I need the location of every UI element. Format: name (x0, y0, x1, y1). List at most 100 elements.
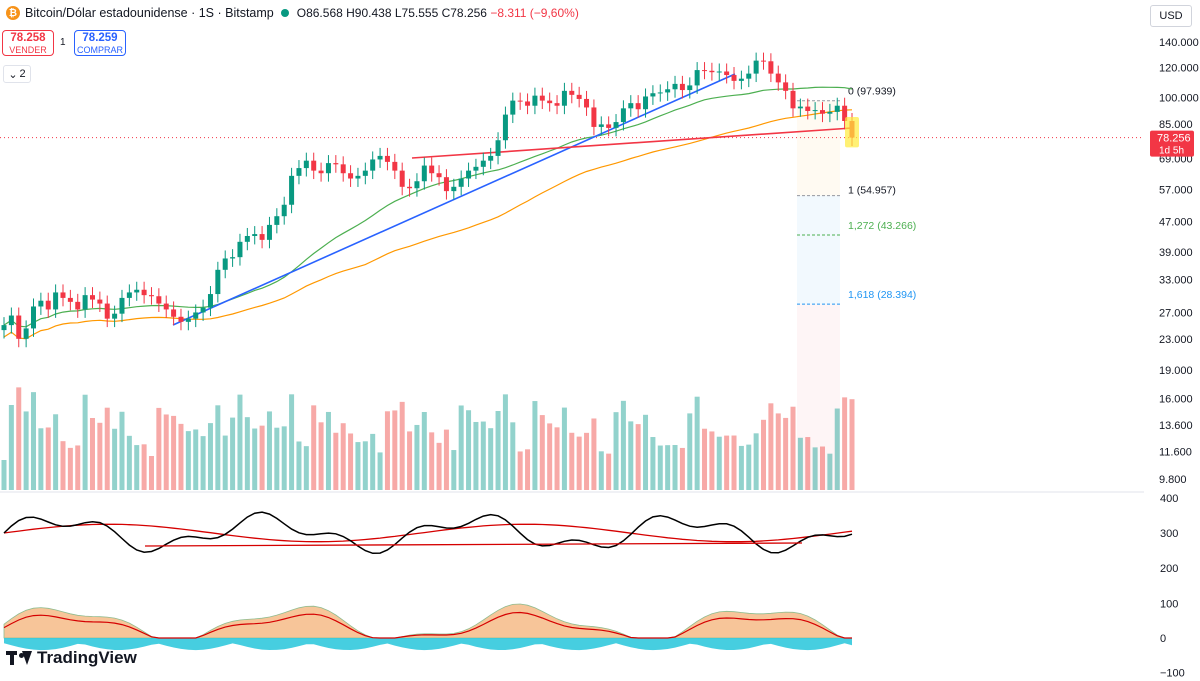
candle-body (761, 60, 767, 62)
currency-selector[interactable]: USD (1150, 5, 1192, 27)
candle-body (584, 98, 590, 108)
volume-bar (517, 451, 523, 490)
volume-bar (761, 419, 767, 490)
candle-body (333, 163, 339, 165)
buy-button[interactable]: 78.259 COMPRAR (74, 30, 126, 56)
volume-bar (731, 435, 737, 490)
moving-averages (3, 86, 853, 340)
volume-bar (525, 449, 531, 490)
price-tick-label: 57.000 (1159, 185, 1193, 197)
candle-body (340, 164, 346, 174)
volume-bar (790, 406, 796, 490)
candle-body (628, 103, 634, 109)
candle-body (193, 312, 199, 319)
osc2-tick-label: 100 (1160, 599, 1178, 611)
candle-body (812, 110, 818, 112)
price-grid (0, 137, 1144, 493)
volume-bar (75, 445, 81, 490)
volume-bar (340, 423, 346, 490)
volume-bar (178, 423, 184, 490)
volume-bar (325, 411, 331, 490)
current-price-label: 78.256 (1157, 133, 1191, 145)
volume-bar (532, 401, 538, 490)
volume-bar (620, 400, 626, 490)
candle-body (443, 177, 449, 192)
volume-bar (134, 445, 140, 490)
candle-body (45, 300, 51, 310)
symbol-title[interactable]: Bitcoin/Dólar estadounidense · 1S · Bits… (25, 6, 274, 20)
bitcoin-icon: ₿ (6, 6, 20, 20)
volume-bar (67, 447, 73, 490)
volume-bar (1, 460, 7, 490)
volume-bar (30, 392, 36, 490)
volume-bar (119, 411, 125, 490)
candle-body (296, 168, 302, 176)
candle-body (834, 105, 840, 112)
volume-bar (407, 431, 413, 490)
symbol-header[interactable]: ₿ Bitcoin/Dólar estadounidense · 1S · Bi… (0, 0, 579, 26)
candle-body (215, 269, 221, 295)
volume-bar (252, 428, 258, 490)
candle-body (370, 159, 376, 171)
volume-bar (16, 387, 22, 490)
volume-bar (436, 442, 442, 490)
candle-body (525, 101, 531, 106)
candle-body (480, 160, 486, 167)
volume-bar (635, 424, 641, 490)
candle-body (325, 163, 331, 174)
price-axis[interactable]: 140.000120.000100.00085.00069.00057.0004… (1144, 0, 1200, 681)
volume-bar (148, 456, 154, 490)
sell-button[interactable]: 78.258 VENDER (2, 30, 54, 56)
fib-zone-blue (797, 195, 840, 305)
volume-bar (797, 437, 803, 490)
volume-bar (842, 397, 848, 490)
candle-body (244, 235, 250, 242)
candle-body (532, 95, 538, 106)
candle-body (790, 90, 796, 109)
sell-label: VENDER (9, 45, 47, 55)
fib-level-label: 1 (54.957) (848, 185, 896, 197)
volume-bar (112, 428, 118, 490)
buy-price: 78.259 (82, 32, 118, 44)
candle-body (657, 92, 663, 94)
candle-body (635, 103, 641, 110)
volume-bar (849, 399, 855, 490)
fib-level-label: 0 (97.939) (848, 86, 896, 98)
volume-bar (362, 441, 368, 490)
volume-bar (171, 415, 177, 490)
volume-bar (569, 432, 575, 490)
brand-name: TradingView (37, 648, 137, 667)
close-value: C78.256 (441, 6, 487, 20)
indicators-collapse-button[interactable]: ⌄ 2 (3, 65, 31, 83)
volume-bar (805, 437, 811, 490)
chevron-down-icon: ⌄ (8, 68, 18, 81)
volume-bar (370, 433, 376, 490)
volume-bar (399, 401, 405, 490)
candle-body (716, 71, 722, 73)
volume-bar (576, 436, 582, 490)
volume-bar (738, 445, 744, 490)
candle-body (30, 306, 36, 329)
tradingview-logo[interactable]: TradingView (6, 648, 137, 668)
osc1-signal-line (3, 523, 853, 543)
volume-bar (539, 415, 545, 490)
last-candle-highlight (845, 116, 859, 148)
ohlc-values: O86.568 H90.438 L75.555 C78.256 −8.311 (… (297, 6, 579, 20)
volume-bar (458, 405, 464, 490)
candle-body (348, 173, 354, 179)
candle-body (709, 70, 715, 73)
tradingview-logo-icon (6, 651, 32, 665)
fib-zone-orange (797, 100, 840, 196)
volume-bar (598, 451, 604, 490)
volume-bar (82, 394, 88, 490)
volume-bar (156, 407, 162, 490)
price-tick-label: 120.000 (1159, 62, 1199, 74)
volume-bar (207, 423, 213, 490)
candle-body (392, 161, 398, 171)
volume-bar (561, 407, 567, 490)
volume-bar (384, 411, 390, 490)
market-status-icon[interactable] (280, 9, 289, 17)
price-tick-label: 27.000 (1159, 307, 1193, 319)
price-tick-label: 85.000 (1159, 119, 1193, 131)
